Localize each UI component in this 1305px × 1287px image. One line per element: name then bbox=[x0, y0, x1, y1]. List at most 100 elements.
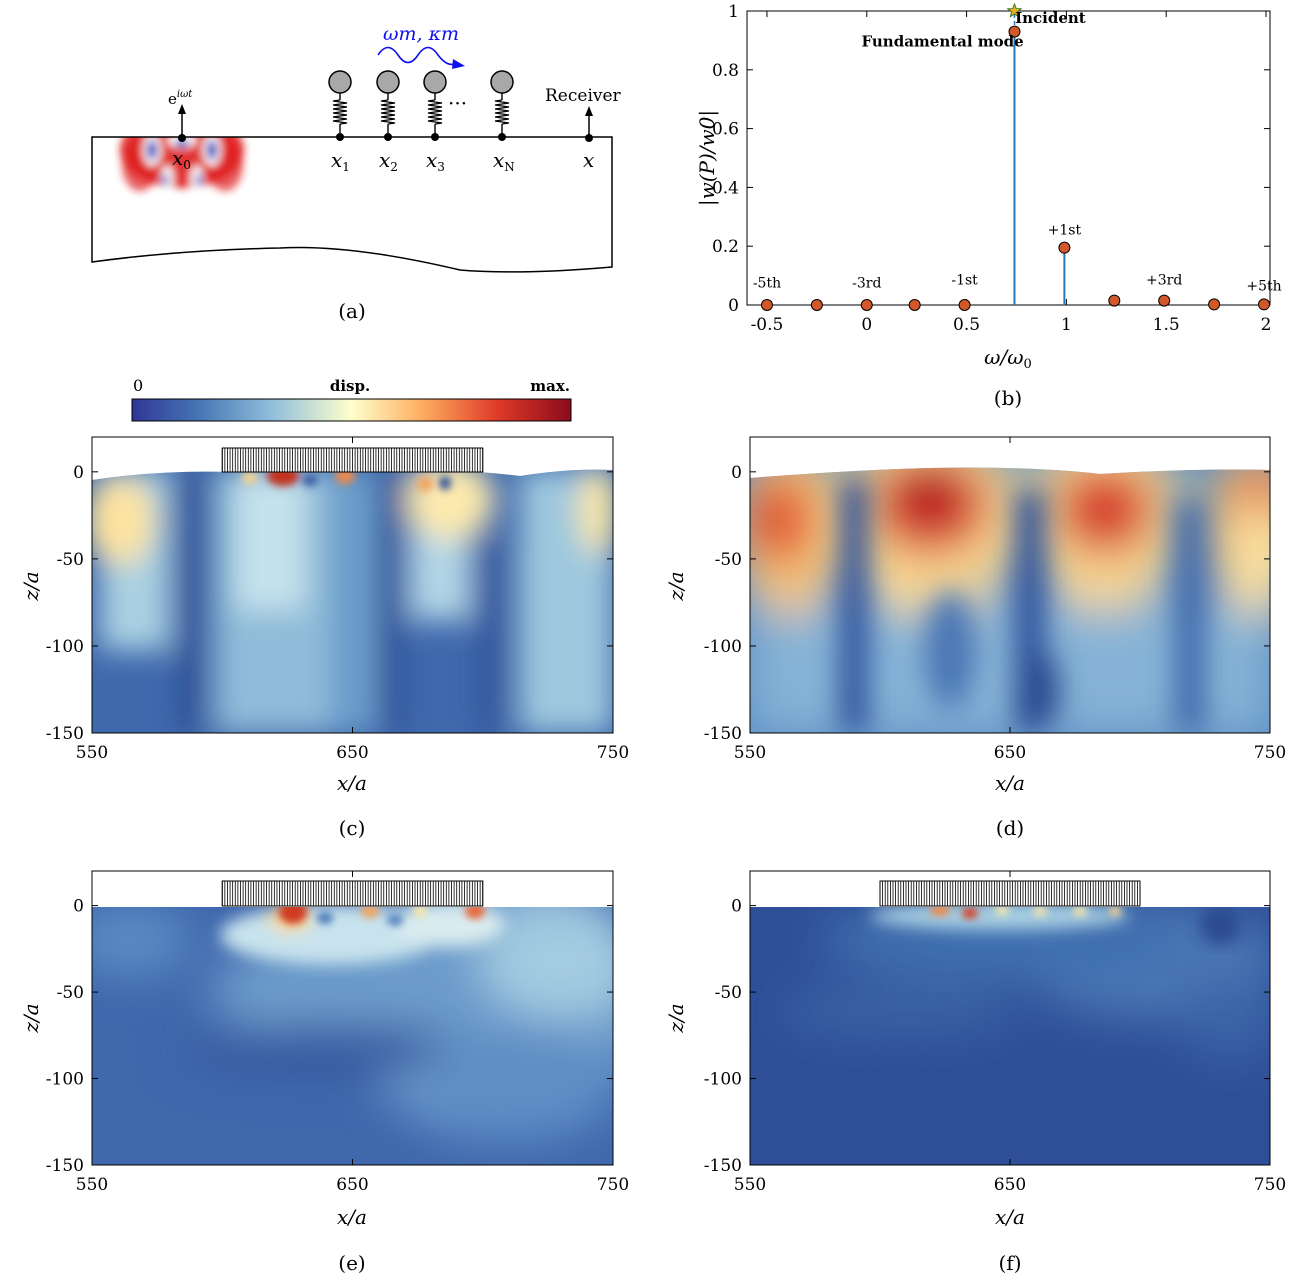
colorbar: 0 disp. max. bbox=[131, 376, 572, 422]
y-tick-label: -150 bbox=[704, 1156, 742, 1176]
x-tick-label: 750 bbox=[1254, 1175, 1286, 1195]
caption-b: (b) bbox=[994, 386, 1022, 410]
x-tick-label: 650 bbox=[994, 743, 1026, 763]
source-field-pattern bbox=[120, 137, 244, 191]
stem-marker bbox=[908, 299, 921, 311]
resonator: xN bbox=[490, 70, 515, 174]
y-tick-label: -100 bbox=[704, 1070, 742, 1090]
order-annotation: -5th bbox=[753, 275, 781, 291]
x-tick-label: 750 bbox=[1254, 743, 1286, 763]
y-tick-label: 0.2 bbox=[712, 237, 739, 257]
panel-e-heatmap: 550 650 750 0 -50 -100 -150 x/a z/a (e) bbox=[19, 870, 629, 1275]
stem-marker bbox=[1158, 294, 1171, 307]
resonator-mass bbox=[328, 70, 352, 94]
panel-e-field bbox=[92, 907, 613, 1165]
order-annotation: -3rd bbox=[852, 275, 881, 291]
resonator-mass bbox=[423, 70, 447, 94]
resonator-position-label: x3 bbox=[426, 148, 445, 174]
panel-c-resonators bbox=[221, 447, 484, 473]
order-annotation: +1st bbox=[1048, 222, 1082, 238]
receiver-label: Receiver bbox=[545, 86, 622, 106]
y-tick-label: -50 bbox=[715, 550, 742, 570]
y-tick-label: -50 bbox=[715, 983, 742, 1003]
stem-marker bbox=[760, 299, 773, 311]
panel-d-field bbox=[750, 467, 1270, 733]
resonator-position-label: xN bbox=[493, 148, 515, 174]
panel-c-heatmap: 550 650 750 0 -50 -100 -150 x/a z/a (c) bbox=[19, 436, 629, 840]
panel-b-xlabel: ω/ω0 bbox=[984, 345, 1032, 372]
y-tick-label: -50 bbox=[57, 550, 84, 570]
colorbar-max-label: max. bbox=[530, 377, 570, 395]
panel-c-field bbox=[92, 467, 613, 733]
spring-icon bbox=[380, 99, 396, 125]
y-tick-label: -100 bbox=[46, 637, 84, 657]
x-tick-label: 550 bbox=[734, 1175, 766, 1195]
stem-marker bbox=[1258, 298, 1271, 311]
y-tick-label: 0 bbox=[731, 463, 742, 483]
panel-f-ylabel: z/a bbox=[664, 1003, 688, 1033]
stem-marker bbox=[1058, 241, 1071, 254]
incident-star-marker bbox=[1006, 2, 1023, 18]
order-annotation: Incident bbox=[1015, 9, 1086, 27]
y-tick-label: -150 bbox=[46, 1156, 84, 1176]
panel-b-frame bbox=[746, 10, 1271, 306]
panel-c-ylabel: z/a bbox=[19, 571, 43, 601]
order-annotation: Fundamental mode bbox=[862, 32, 1024, 50]
x-tick-label: -0.5 bbox=[751, 315, 784, 335]
x-tick-label: 550 bbox=[76, 1175, 108, 1195]
resonator-position-label: x2 bbox=[379, 148, 398, 174]
panel-e-resonators bbox=[221, 880, 484, 907]
spring-icon bbox=[332, 99, 348, 125]
y-tick-label: -150 bbox=[46, 724, 84, 744]
resonator-mass bbox=[376, 70, 400, 94]
y-tick-label: -100 bbox=[46, 1070, 84, 1090]
x-tick-label: 650 bbox=[994, 1175, 1026, 1195]
x-tick-label: 2 bbox=[1261, 315, 1272, 335]
source-label: eiωt bbox=[168, 89, 193, 108]
stem-marker bbox=[1208, 298, 1221, 311]
x0-label: x0 bbox=[172, 146, 191, 172]
resonator-array: x1 x2 x3 xN bbox=[328, 70, 515, 174]
panel-f-field bbox=[750, 907, 1270, 1165]
y-tick-label: -150 bbox=[704, 724, 742, 744]
y-tick-label: 0.8 bbox=[712, 61, 739, 81]
colorbar-gradient bbox=[131, 398, 572, 422]
stem-marker bbox=[860, 299, 873, 311]
y-tick-label: 0 bbox=[73, 897, 84, 917]
y-tick-label: 0 bbox=[731, 897, 742, 917]
spring-icon bbox=[494, 99, 510, 125]
x-tick-label: 550 bbox=[76, 743, 108, 763]
x-tick-label: 550 bbox=[734, 743, 766, 763]
x-tick-label: 750 bbox=[597, 1175, 629, 1195]
panel-d-xlabel: x/a bbox=[995, 771, 1025, 795]
y-tick-label: 0 bbox=[728, 296, 739, 316]
caption-e: (e) bbox=[338, 1251, 365, 1275]
y-tick-label: 0 bbox=[73, 463, 84, 483]
modulation-label: ωm, κm bbox=[383, 23, 459, 45]
panel-e-ylabel: z/a bbox=[19, 1003, 43, 1033]
colorbar-mid-label: disp. bbox=[330, 377, 370, 395]
caption-d: (d) bbox=[996, 816, 1024, 840]
x-tick-label: 1.5 bbox=[1153, 315, 1180, 335]
order-annotation: +5th bbox=[1246, 278, 1281, 294]
x-tick-label: 650 bbox=[336, 743, 368, 763]
order-annotation: -1st bbox=[951, 272, 978, 288]
resonator-mass bbox=[490, 70, 514, 94]
x-tick-label: 0 bbox=[861, 315, 872, 335]
x-tick-label: 1 bbox=[1061, 315, 1072, 335]
caption-c: (c) bbox=[339, 816, 366, 840]
half-space-outline bbox=[91, 136, 613, 273]
source-point: eiωt x0 bbox=[168, 89, 193, 172]
caption-f: (f) bbox=[998, 1251, 1021, 1275]
spring-icon bbox=[427, 99, 443, 125]
x-tick-label: 750 bbox=[597, 743, 629, 763]
y-tick-label: -100 bbox=[704, 637, 742, 657]
panel-f-heatmap: 550 650 750 0 -50 -100 -150 x/a z/a (f) bbox=[664, 870, 1286, 1275]
order-annotation: +3rd bbox=[1146, 272, 1182, 288]
panel-d-heatmap: 550 650 750 0 -50 -100 -150 x/a z/a (d) bbox=[664, 436, 1286, 840]
panel-e-xlabel: x/a bbox=[337, 1205, 367, 1229]
panel-d-ylabel: z/a bbox=[664, 571, 688, 601]
colorbar-min-label: 0 bbox=[133, 376, 143, 395]
panel-b-chart: -0.5 0 0.5 1 1.5 2 0 0.2 0.4 0.6 0.8 1 -5th -3rd -1st… bbox=[695, 2, 1282, 410]
